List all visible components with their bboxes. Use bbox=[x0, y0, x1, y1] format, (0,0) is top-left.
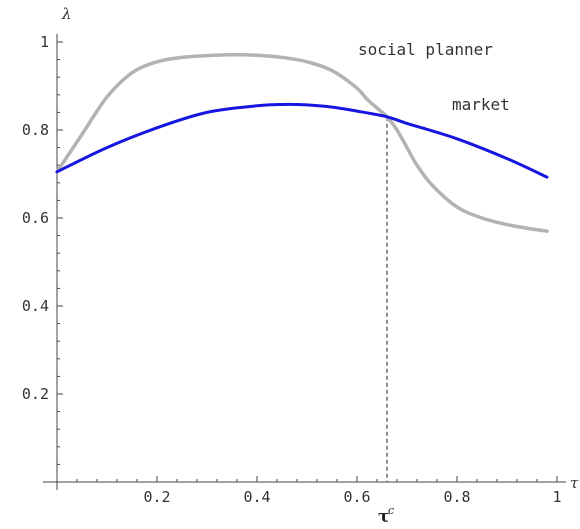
critical-tau-superscript: c bbox=[388, 504, 394, 517]
x-tick-label: 0.8 bbox=[443, 488, 470, 506]
critical-tau-label: τ bbox=[378, 507, 389, 527]
y-tick-label: 0.8 bbox=[22, 121, 49, 139]
annotation-layer: τc bbox=[378, 116, 394, 527]
ticks bbox=[57, 41, 558, 482]
x-tick-label: 0.2 bbox=[143, 488, 170, 506]
market-label: market bbox=[452, 95, 510, 114]
x-tick-label: 1 bbox=[552, 488, 561, 506]
social-planner-label: social planner bbox=[358, 40, 493, 59]
y-tick-label: 0.6 bbox=[22, 209, 49, 227]
x-tick-label: 0.6 bbox=[343, 488, 370, 506]
y-axis-label: λ bbox=[61, 5, 72, 23]
y-tick-label: 1 bbox=[40, 33, 49, 51]
series-layer bbox=[55, 53, 549, 233]
axes: τ λ bbox=[43, 5, 579, 492]
y-tick-label: 0.2 bbox=[22, 385, 49, 403]
tick-labels: 0.2 0.4 0.6 0.8 1 0.2 0.4 0.6 0.8 1 bbox=[22, 33, 562, 506]
market-line bbox=[55, 102, 549, 179]
social-planner-line bbox=[55, 53, 549, 233]
y-tick-label: 0.4 bbox=[22, 297, 49, 315]
series-labels: social planner market bbox=[358, 40, 510, 114]
x-axis-label: τ bbox=[570, 474, 579, 492]
x-tick-label: 0.4 bbox=[243, 488, 270, 506]
